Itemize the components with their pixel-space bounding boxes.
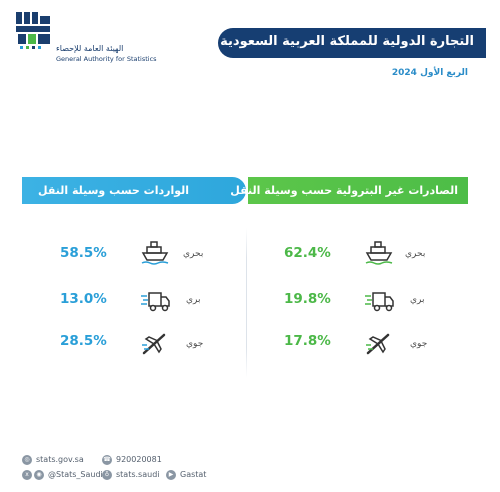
imports-air-label: جوي (186, 339, 204, 349)
truck-icon (364, 288, 394, 314)
imports-air-percent: 28.5% (60, 333, 107, 349)
ship-icon (364, 240, 394, 266)
exports-air-label: جوي (410, 339, 428, 349)
instagram-icon: ◉ (34, 470, 44, 480)
title-banner (218, 28, 486, 58)
imports-header: الواردات حسب وسيلة النقل (38, 184, 190, 197)
exports-sea-percent: 62.4% (284, 245, 331, 261)
snapchat-icon: ♁ (102, 470, 112, 480)
phone-number[interactable]: 920020081 (116, 455, 162, 464)
other-handle[interactable]: Gastat (180, 470, 207, 479)
imports-sea-percent: 58.5% (60, 245, 107, 261)
exports-air-percent: 17.8% (284, 333, 331, 349)
org-name-en: General Authority for Statistics (56, 55, 157, 63)
exports-header: الصادرات غير البترولية حسب وسيلة النقل (230, 184, 458, 197)
plane-icon (140, 331, 170, 357)
exports-sea-label: بحري (405, 249, 426, 259)
period-subtitle: الربع الأول 2024 (391, 68, 468, 78)
exports-land-percent: 19.8% (284, 291, 331, 307)
imports-land-label: بري (186, 295, 201, 305)
phone-icon: ☎ (102, 455, 112, 465)
globe-icon: ◎ (22, 455, 32, 465)
twitter-handle[interactable]: @Stats_Saudi (48, 470, 103, 479)
youtube-icon: ▶ (166, 470, 176, 480)
logo-mark-icon (16, 12, 50, 49)
truck-icon (140, 288, 170, 314)
column-divider (246, 228, 247, 378)
ship-icon (140, 240, 170, 266)
imports-land-percent: 13.0% (60, 291, 107, 307)
twitter-icon: x (22, 470, 32, 480)
snapchat-handle[interactable]: stats.saudi (116, 470, 160, 479)
imports-sea-label: بحري (183, 249, 204, 259)
website-link[interactable]: stats.gov.sa (36, 455, 84, 464)
exports-land-label: بري (410, 295, 425, 305)
org-name-ar: الهيئة العامة للإحصاء (56, 44, 124, 53)
imports-header-bar (22, 177, 246, 204)
gastat-logo (14, 10, 134, 70)
exports-header-bar (248, 177, 468, 204)
plane-icon (364, 331, 394, 357)
page-title: التجارة الدولية للمملكة العربية السعودية (220, 34, 474, 49)
